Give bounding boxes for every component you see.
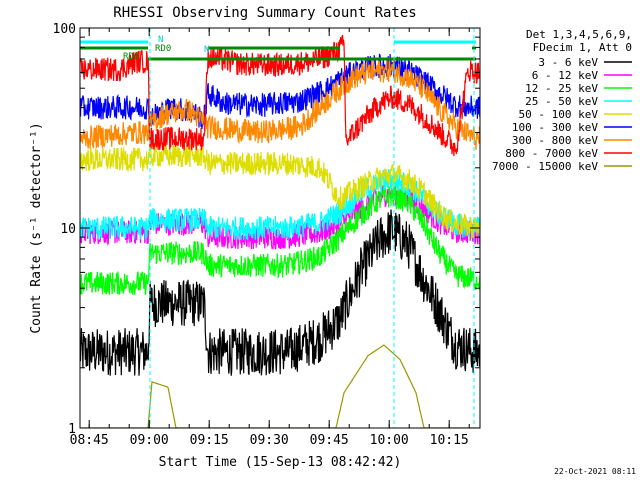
x-tick-label-4: 09:30: [250, 433, 289, 448]
x-tick-label-3: 09:15: [190, 433, 229, 448]
flag-label-3: RD0: [123, 52, 139, 62]
legend-label-6: 100 - 300 keV: [512, 121, 598, 134]
y-axis-label: Count Rate (s⁻¹ detector⁻¹): [29, 122, 44, 333]
x-tick-label-1: 08:45: [70, 433, 109, 448]
x-tick-label-6: 10:00: [370, 433, 409, 448]
footer-timestamp: 22-Oct-2021 08:11: [554, 467, 636, 476]
series-line-3: [80, 185, 480, 295]
y-tick-label-3: 100: [53, 22, 76, 37]
series-line-6: [80, 53, 480, 130]
legend-label-8: 800 - 7000 keV: [505, 147, 598, 160]
series-line-1: [80, 209, 480, 376]
flag-label-2: RD0: [155, 44, 171, 54]
x-axis-label: Start Time (15-Sep-13 08:42:42): [159, 455, 402, 470]
x-tick-label-7: 10:15: [430, 433, 469, 448]
chart-legend: Det 1,3,4,5,6,9,FDecim 1, Att 0 3 - 6 keV…: [492, 28, 632, 173]
chart-axes: 08:45 09:00 09:15 09:30 09:45 10:00 10:15 1 10 10…: [53, 22, 480, 448]
y-tick-label-1: 1: [68, 422, 76, 437]
legend-label-5: 50 - 100 keV: [519, 108, 599, 121]
legend-label-2: 6 - 12 keV: [532, 69, 599, 82]
x-tick-label-5: 09:45: [310, 433, 349, 448]
flag-label-1: N: [158, 35, 163, 45]
legend-header-1: Det 1,3,4,5,6,9,: [526, 28, 632, 41]
x-tick-label-2: 09:00: [130, 433, 169, 448]
series-line-9: [80, 344, 480, 428]
legend-label-9: 7000 - 15000 keV: [492, 160, 598, 173]
series-line-7: [80, 58, 480, 151]
chart-title: RHESSI Observing Summary Count Rates: [113, 5, 416, 21]
flag-label-4: N: [204, 45, 209, 55]
y-tick-label-2: 10: [60, 222, 76, 237]
legend-label-4: 25 - 50 keV: [525, 95, 598, 108]
series-line-8: [80, 34, 480, 157]
legend-label-3: 12 - 25 keV: [525, 82, 598, 95]
legend-header-2: FDecim 1, Att 0: [533, 41, 632, 54]
legend-label-7: 300 - 800 keV: [512, 134, 598, 147]
series-line-5: [80, 143, 480, 239]
legend-label-1: 3 - 6 keV: [538, 56, 598, 69]
chart-marks: [80, 34, 480, 428]
